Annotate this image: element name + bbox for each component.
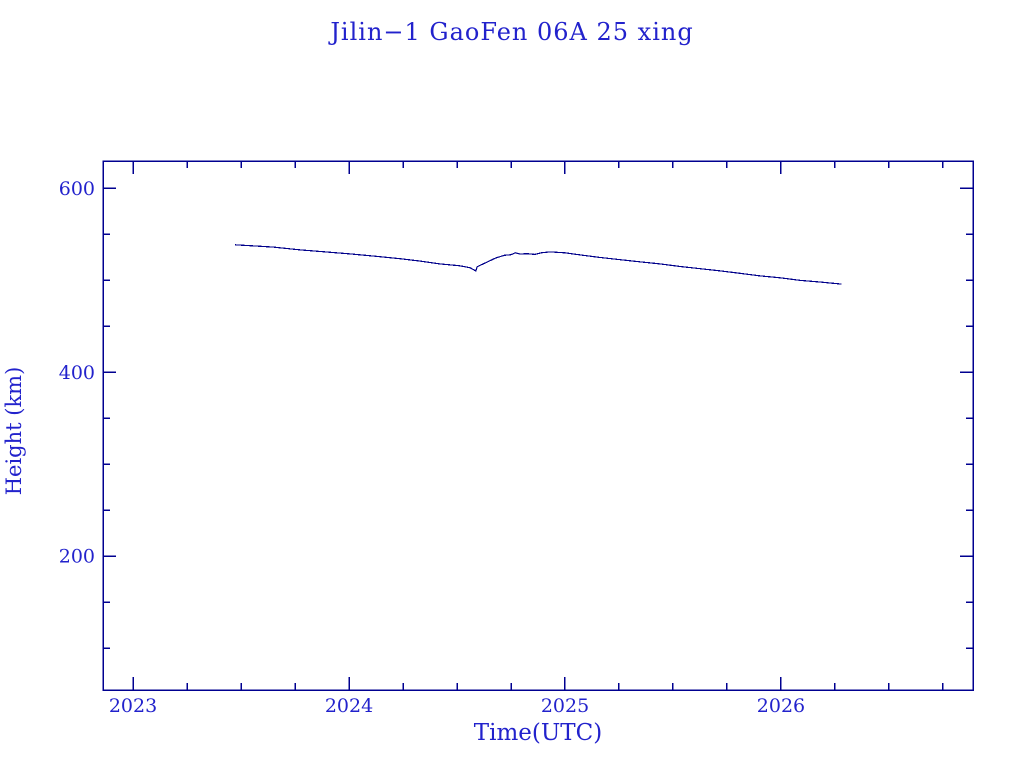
y-axis-label: Height (km) [2, 367, 26, 496]
x-tick-label: 2026 [757, 695, 805, 717]
axes-layer [102, 160, 974, 691]
tick-labels: 2023 2024 2025 2026 200 400 600 [59, 178, 805, 717]
x-tick-label: 2025 [541, 695, 589, 717]
axis-box [102, 160, 974, 691]
data-series [234, 244, 842, 285]
x-tick-label: 2023 [109, 695, 157, 717]
y-tick-label: 200 [59, 546, 95, 568]
x-tick-label: 2024 [325, 695, 373, 717]
y-tick-label: 400 [59, 362, 95, 384]
chart-title: Jilin−1 GaoFen 06A 25 xing [327, 18, 693, 46]
y-tick-label: 600 [59, 178, 95, 200]
data-line-orbital-height [234, 244, 842, 285]
x-axis-label: Time(UTC) [474, 720, 602, 746]
tick-marks [103, 161, 973, 690]
